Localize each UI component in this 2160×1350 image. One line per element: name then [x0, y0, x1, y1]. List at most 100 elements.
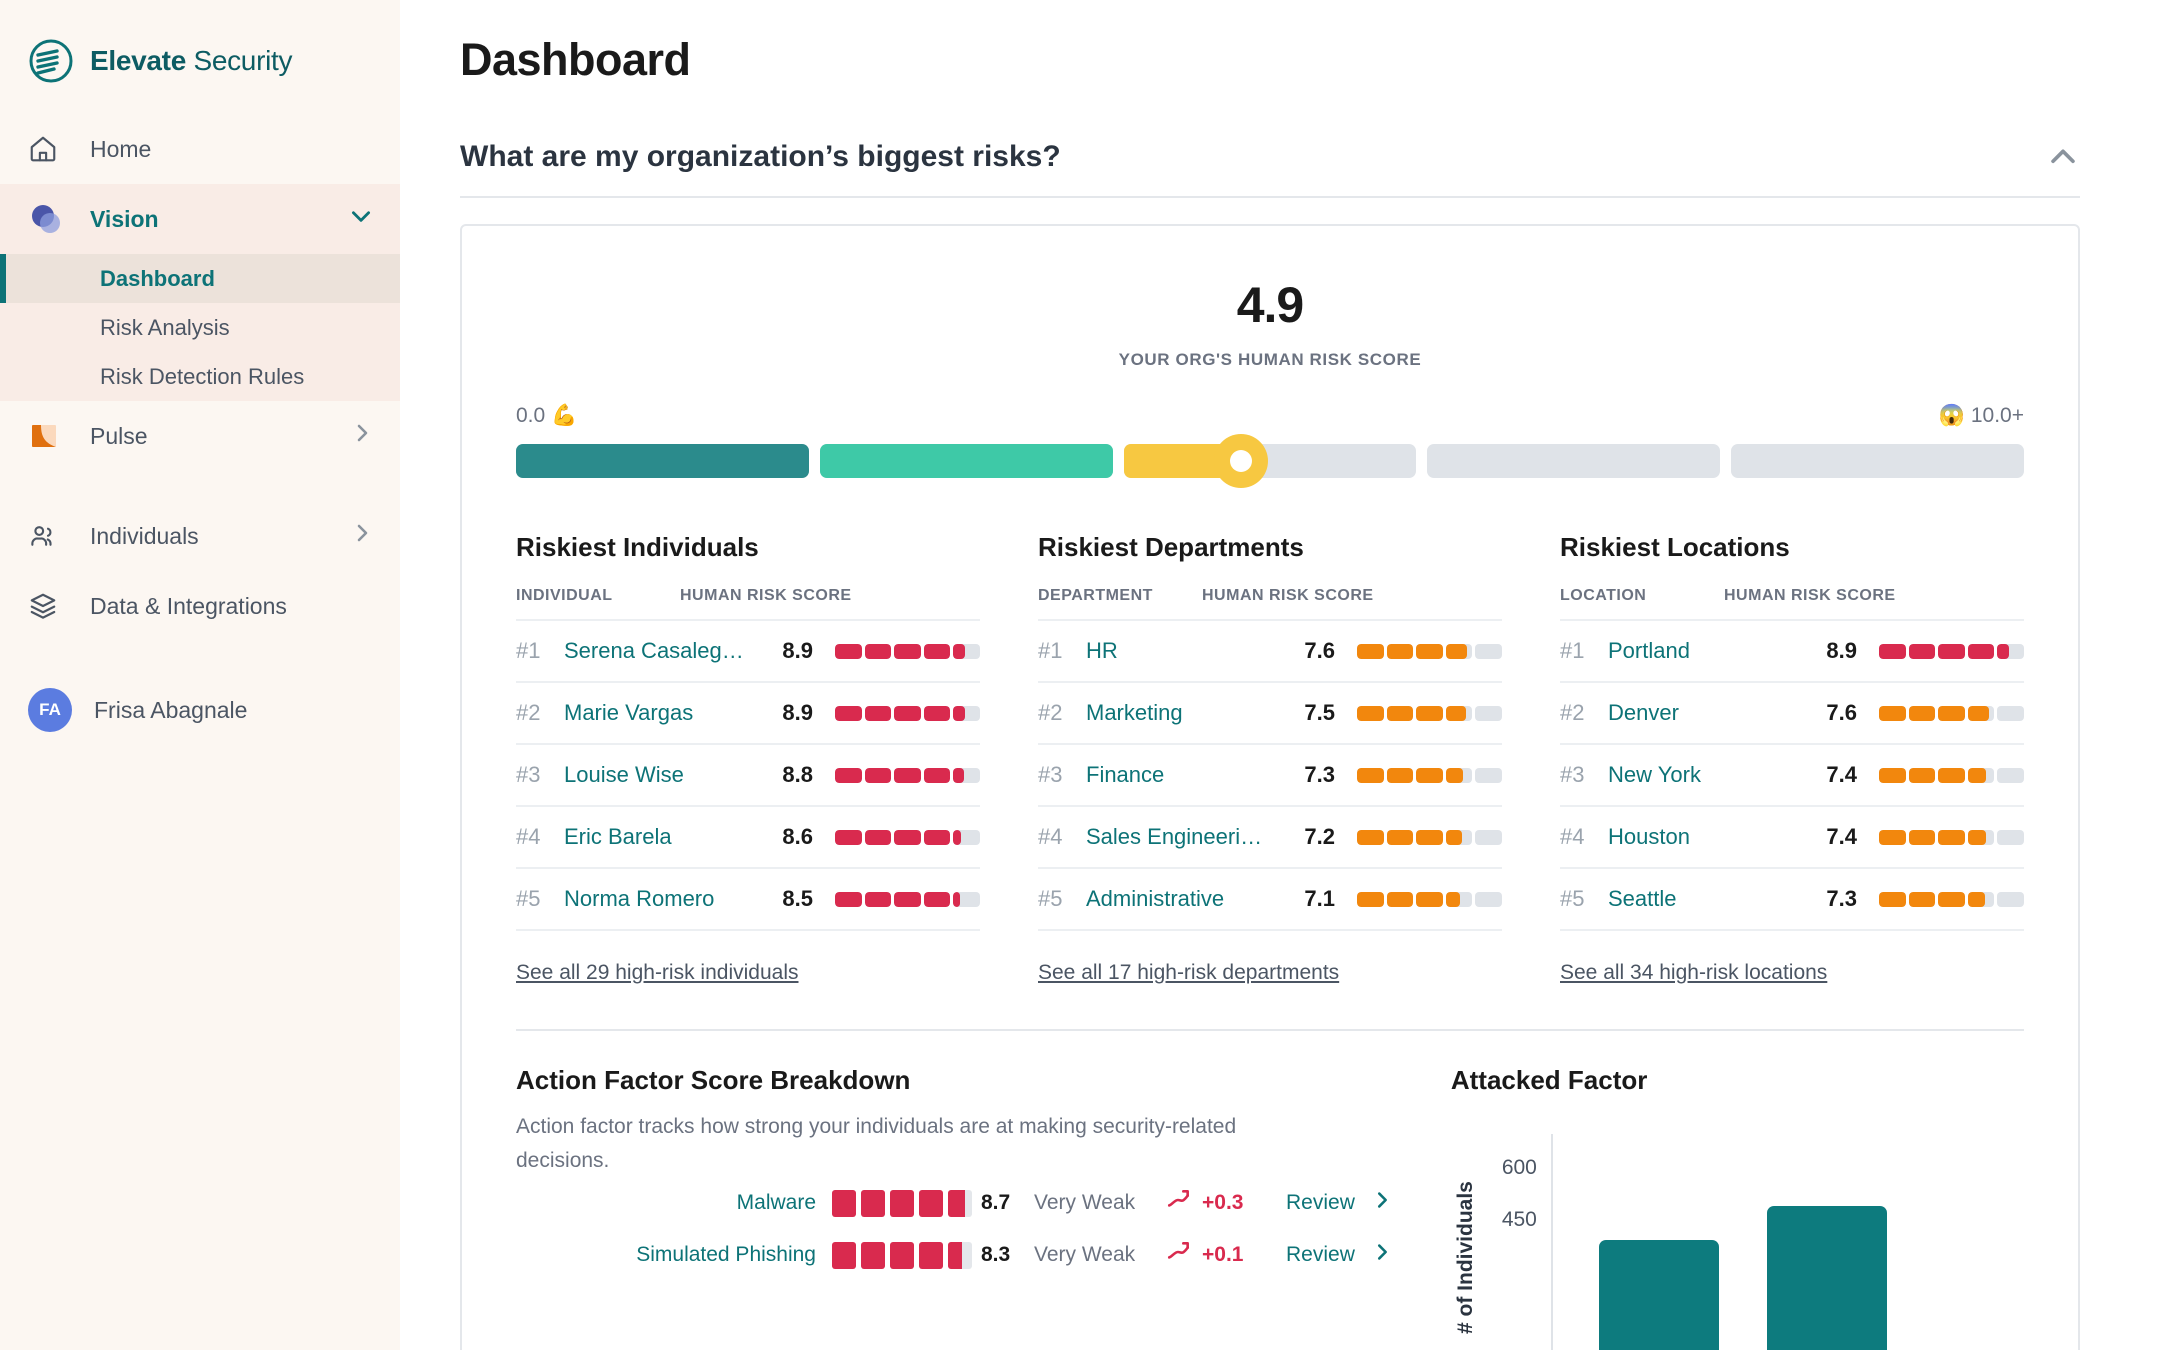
row-rank: #2: [516, 700, 541, 725]
score-pip: [835, 829, 862, 845]
table-row[interactable]: #3 New York 7.4: [1560, 743, 2024, 805]
factor-name-link[interactable]: Simulated Phishing: [636, 1243, 816, 1267]
row-name-link[interactable]: Denver: [1608, 700, 1679, 725]
table-row[interactable]: #2 Marie Vargas 8.9: [516, 681, 980, 743]
gauge-segment[interactable]: [1123, 434, 1417, 488]
factor-trend: +0.1: [1166, 1239, 1286, 1271]
factor-delta: +0.3: [1202, 1191, 1244, 1215]
sidebar-item-data-integrations[interactable]: Data & Integrations: [0, 571, 400, 641]
score-pip: [1938, 705, 1965, 721]
gauge-min-label: 0.0 💪: [516, 404, 577, 428]
table-row[interactable]: #3 Louise Wise 8.8: [516, 743, 980, 805]
score-pip: [894, 643, 921, 659]
table-row[interactable]: #5 Norma Romero 8.5: [516, 867, 980, 929]
chevron-right-icon[interactable]: [1371, 1241, 1393, 1269]
sidebar-user[interactable]: FA Frisa Abagnale: [0, 675, 400, 745]
chart-plot-area: [1550, 1134, 2024, 1350]
score-pip: [1879, 705, 1906, 721]
table-row[interactable]: #4 Eric Barela 8.6: [516, 805, 980, 867]
table-row[interactable]: #4 Houston 7.4: [1560, 805, 2024, 867]
score-pip: [1879, 643, 1906, 659]
table-row[interactable]: #4 Sales Engineeri… 7.2: [1038, 805, 1502, 867]
chevron-right-icon[interactable]: [1371, 1189, 1393, 1217]
row-name-link[interactable]: Finance: [1086, 762, 1165, 787]
row-score: 7.4: [1826, 824, 1857, 849]
row-name-link[interactable]: Portland: [1608, 638, 1690, 663]
table-row[interactable]: #2 Marketing 7.5: [1038, 681, 1502, 743]
chevron-right-icon[interactable]: [350, 521, 374, 551]
row-name-link[interactable]: New York: [1608, 762, 1701, 787]
brand-name-bold: Elevate: [90, 45, 186, 76]
row-name-link[interactable]: Marketing: [1086, 700, 1183, 725]
score-pip: [864, 643, 892, 659]
table-row[interactable]: #2 Denver 7.6: [1560, 681, 2024, 743]
chevron-down-icon[interactable]: [348, 203, 374, 235]
review-link[interactable]: Review: [1286, 1189, 1393, 1217]
vision-circles-icon: [28, 201, 68, 237]
gauge-segment[interactable]: [516, 444, 809, 478]
score-pip: [1357, 705, 1384, 721]
row-name-link[interactable]: Eric Barela: [564, 824, 672, 849]
score-pip: [1938, 767, 1965, 783]
table-row[interactable]: #1 Serena Casaleg… 8.9: [516, 619, 980, 681]
chart-bar[interactable]: [1598, 1240, 1719, 1350]
sidebar-item-home[interactable]: Home: [0, 114, 400, 184]
sidebar-item-dashboard[interactable]: Dashboard: [0, 254, 400, 303]
factor-strength-label: Very Weak: [1034, 1191, 1136, 1215]
table-header: DEPARTMENT HUMAN RISK SCORE: [1038, 587, 1502, 619]
row-name-link[interactable]: Houston: [1608, 824, 1690, 849]
chevron-up-icon[interactable]: [2046, 140, 2080, 174]
gauge-segment[interactable]: [1731, 444, 2024, 478]
table-row[interactable]: #3 Finance 7.3: [1038, 743, 1502, 805]
chevron-right-icon[interactable]: [350, 421, 374, 451]
sidebar-item-risk-detection-rules[interactable]: Risk Detection Rules: [0, 352, 400, 401]
table-row[interactable]: #5 Seattle 7.3: [1560, 867, 2024, 929]
row-rank: #1: [1560, 638, 1585, 663]
sidebar-item-label: Data & Integrations: [90, 592, 287, 619]
brand-logo[interactable]: Elevate Security: [0, 0, 400, 92]
gauge-segment[interactable]: [819, 444, 1113, 478]
row-rank: #1: [516, 638, 541, 663]
sidebar-item-pulse[interactable]: Pulse: [0, 401, 400, 471]
score-pip: [1386, 829, 1414, 845]
row-rank: #3: [1038, 762, 1063, 787]
risk-score-gauge[interactable]: [516, 434, 2024, 488]
action-factor-row[interactable]: Malware 8.7 Very Weak +0.3 Review: [516, 1177, 1393, 1229]
table-row[interactable]: #1 HR 7.6: [1038, 619, 1502, 681]
row-name-link[interactable]: Norma Romero: [564, 886, 715, 911]
sidebar-item-individuals[interactable]: Individuals: [0, 501, 400, 571]
sidebar-item-risk-analysis[interactable]: Risk Analysis: [0, 303, 400, 352]
row-name-link[interactable]: Sales Engineeri…: [1086, 824, 1263, 849]
row-name-link[interactable]: Seattle: [1608, 886, 1677, 911]
see-all-link[interactable]: See all 29 high-risk individuals: [516, 961, 799, 984]
review-link[interactable]: Review: [1286, 1241, 1393, 1269]
factor-name-link[interactable]: Malware: [736, 1191, 816, 1215]
column-header: LOCATION: [1560, 587, 1647, 604]
sidebar-item-vision[interactable]: Vision: [0, 184, 400, 254]
table-row[interactable]: #1 Portland 8.9: [1560, 619, 2024, 681]
brand-name-light: Security: [193, 45, 293, 76]
see-all-link[interactable]: See all 17 high-risk departments: [1038, 961, 1340, 984]
user-name: Frisa Abagnale: [94, 696, 248, 723]
gauge-score-marker[interactable]: [1213, 434, 1268, 488]
row-name-link[interactable]: HR: [1086, 638, 1118, 663]
see-all-link[interactable]: See all 34 high-risk locations: [1560, 961, 1828, 984]
score-pip: [948, 1189, 972, 1217]
score-pip: [1445, 643, 1473, 659]
score-pip: [1416, 705, 1443, 721]
action-factor-row[interactable]: Simulated Phishing 8.3 Very Weak +0.1 Review: [516, 1229, 1393, 1281]
row-name-link[interactable]: Administrative: [1086, 886, 1225, 911]
score-pip: [1386, 643, 1414, 659]
row-name-link[interactable]: Serena Casaleg…: [564, 638, 744, 663]
chart-bar[interactable]: [1766, 1206, 1887, 1350]
row-score: 7.3: [1304, 762, 1335, 787]
gauge-segment[interactable]: [1427, 444, 1721, 478]
action-factor-panel: Action Factor Score Breakdown Action fac…: [516, 1065, 1393, 1350]
score-pip: [832, 1241, 856, 1269]
row-name-link[interactable]: Marie Vargas: [564, 700, 694, 725]
table-row[interactable]: #5 Administrative 7.1: [1038, 867, 1502, 929]
people-icon: [28, 521, 68, 551]
row-score-bar: [835, 891, 980, 907]
row-name-link[interactable]: Louise Wise: [564, 762, 684, 787]
score-pip: [1967, 643, 1995, 659]
